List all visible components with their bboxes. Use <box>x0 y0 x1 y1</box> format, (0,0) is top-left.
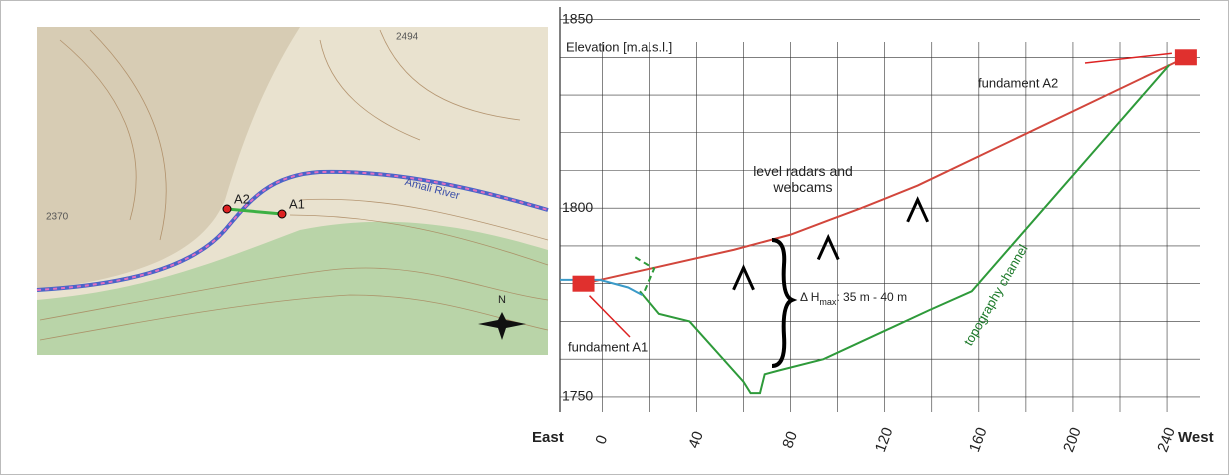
point-a1 <box>278 210 286 218</box>
point-a2 <box>223 205 231 213</box>
radar-label-line: webcams <box>772 179 832 195</box>
line <box>560 280 642 295</box>
x-tick-label: 40 <box>685 429 707 450</box>
y-tick-label: 1800 <box>562 199 593 215</box>
x-tick-label: 120 <box>872 425 897 454</box>
y-tick-label: 1750 <box>562 388 593 404</box>
map-label: 2494 <box>396 32 419 43</box>
x-start-label: East <box>532 429 564 446</box>
brace <box>772 240 792 366</box>
map-label: A1 <box>289 196 305 211</box>
y-tick-label: 1850 <box>562 10 593 26</box>
dh-prefix: Δ H <box>800 290 819 304</box>
dh-label: Δ Hmax: 35 m - 40 m <box>800 290 907 307</box>
dh-text: : 35 m - 40 m <box>836 290 907 304</box>
x-tick-label: 160 <box>966 425 991 454</box>
arrow <box>1085 53 1172 63</box>
radar <box>818 238 838 260</box>
dh-sub: max <box>819 297 837 307</box>
x-tick-label: 200 <box>1060 425 1085 454</box>
x-tick-label: 240 <box>1154 425 1179 454</box>
line <box>635 257 654 291</box>
fundament-label: fundament A2 <box>978 75 1058 90</box>
x-tick-label: 80 <box>779 429 801 450</box>
y-axis-label: Elevation [m.a.s.l.] <box>566 39 672 54</box>
x-tick-label: 0 <box>592 433 611 447</box>
line <box>640 65 1169 393</box>
map-label: 2370 <box>46 212 69 223</box>
arrow <box>590 296 630 337</box>
canvas: A2 A1 Amali River 2494 2370 N 1750 1800 18… <box>0 0 1229 475</box>
topo-label: topography channel <box>961 242 1031 348</box>
fundament-label: fundament A1 <box>568 339 648 354</box>
map: A2 A1 Amali River 2494 2370 N <box>37 27 548 355</box>
radar <box>908 200 928 222</box>
fundament <box>573 276 595 292</box>
profile-chart: 1750 1800 1850 0 40 80 120 160 200 240 East West Ele… <box>532 7 1214 454</box>
fundament <box>1175 49 1197 65</box>
figure: A2 A1 Amali River 2494 2370 N 1750 1800 18… <box>0 0 1229 475</box>
radar-label-line: level radars and <box>753 163 853 179</box>
map-label: A2 <box>234 191 250 206</box>
map-label: N <box>498 294 506 306</box>
x-end-label: West <box>1178 429 1214 446</box>
